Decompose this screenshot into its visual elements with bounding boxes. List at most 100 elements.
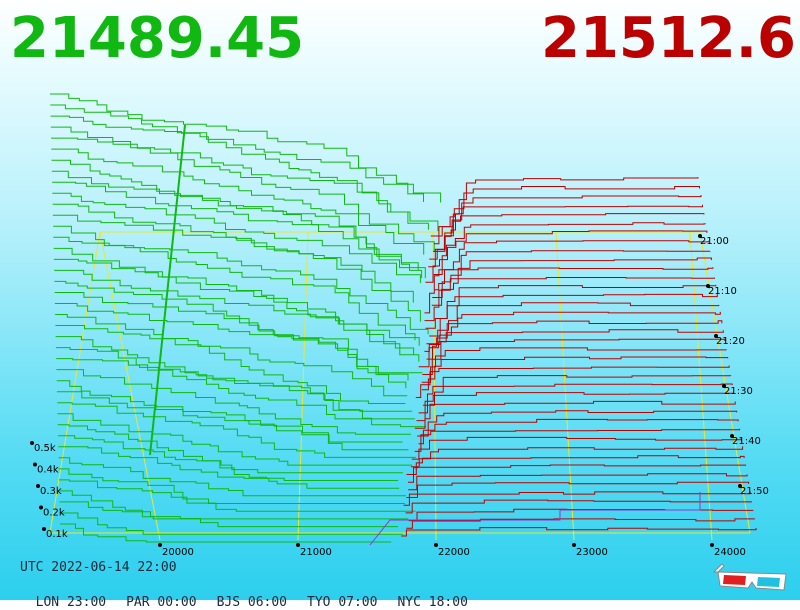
ask-depth-line: [423, 375, 732, 406]
ask-depth-line: [434, 240, 709, 291]
bid-depth-line: [56, 369, 411, 435]
ask-depth-lines: [369, 177, 757, 546]
bid-depth-line: [55, 314, 408, 397]
bid-depth-line: [50, 104, 442, 203]
ask-depth-line: [422, 338, 726, 375]
bid-price: 21489.45: [10, 6, 305, 71]
bid-depth-line: [50, 126, 429, 230]
volume-tick-dot: [36, 484, 40, 488]
bid-depth-line: [53, 236, 416, 341]
volume-tick-label: 0.3k: [40, 486, 62, 497]
price-tick-dot: [296, 543, 300, 547]
ask-depth-line: [432, 250, 711, 298]
bid-depth-line: [57, 402, 416, 458]
volume-tick-label: 0.2k: [43, 508, 65, 519]
bid-depth-line: [57, 435, 399, 481]
ask-price: 21512.6: [540, 6, 796, 71]
ask-depth-line: [416, 392, 735, 422]
volume-tick-dot: [42, 527, 46, 531]
bid-depth-lines: [50, 93, 442, 543]
ask-depth-line: [431, 257, 712, 306]
bid-depth-line: [52, 214, 421, 322]
bid-depth-line: [54, 303, 407, 389]
ask-depth-line: [415, 365, 730, 398]
price-tick-label: 23000: [576, 547, 608, 558]
ask-depth-line: [417, 410, 738, 437]
price-tick-dot: [572, 543, 576, 547]
3d-glasses-icon[interactable]: [712, 558, 792, 594]
bid-depth-line: [53, 225, 429, 335]
ask-depth-line: [418, 329, 724, 368]
bid-depth-line: [50, 115, 439, 231]
price-tick-label: 22000: [438, 547, 470, 558]
time-tick-dot: [722, 384, 726, 388]
bid-depth-line: [53, 258, 415, 355]
bid-depth-line: [54, 292, 409, 381]
ask-depth-line: [429, 293, 718, 337]
axis-labels: 20000 21000 22000 23000 24000 21:00 21:10 21:20…: [30, 234, 769, 558]
bid-depth-line: [52, 181, 426, 279]
time-tick-dot: [698, 234, 702, 238]
bid-depth-line: [59, 479, 416, 512]
bid-depth-line: [54, 269, 420, 362]
time-tick-dot: [714, 334, 718, 338]
ask-depth-line: [406, 518, 755, 529]
ask-depth-line: [426, 320, 723, 360]
ask-depth-line: [408, 464, 747, 483]
time-tick-label: 21:50: [740, 486, 769, 497]
volume-tick-label: 0.1k: [46, 529, 68, 540]
baseline-line: [369, 492, 701, 546]
ask-depth-line: [433, 186, 700, 245]
bid-wall-line: [149, 124, 186, 456]
ask-depth-line: [433, 222, 706, 275]
ask-depth-line: [408, 473, 748, 491]
bid-depth-line: [50, 93, 424, 202]
price-tick-label: 24000: [714, 547, 746, 558]
bid-depth-line: [56, 391, 409, 451]
ask-depth-line: [405, 499, 752, 514]
bid-depth-line: [59, 501, 399, 528]
time-tick-dot: [730, 434, 734, 438]
ask-depth-line: [403, 491, 751, 506]
ask-depth-line: [408, 508, 754, 522]
ask-depth-line: [425, 230, 708, 283]
ask-depth-line: [401, 527, 757, 537]
bid-depth-line: [56, 380, 403, 443]
ask-depth-line: [421, 356, 729, 391]
timezone-clocks: LON 23:00 PAR 00:00 BJS 06:00 TYO 07:00 NYC …: [20, 580, 488, 610]
volume-tick-label: 0.4k: [37, 465, 59, 476]
ask-depth-line: [426, 302, 720, 345]
ask-depth-line: [418, 383, 733, 414]
time-tick-dot: [738, 484, 742, 488]
clock-tyo: TYO 07:00: [307, 595, 378, 610]
bid-depth-line: [53, 247, 420, 346]
bid-depth-line: [56, 358, 427, 428]
ask-depth-line: [433, 195, 702, 252]
volume-tick-dot: [39, 505, 43, 510]
bid-depth-line: [59, 490, 409, 520]
bid-depth-line: [51, 137, 435, 252]
volume-tick-dot: [33, 462, 37, 467]
time-tick-label: 21:10: [708, 286, 737, 297]
price-tick-dot: [710, 543, 714, 547]
bid-depth-line: [54, 280, 423, 374]
bid-depth-line: [55, 347, 415, 420]
volume-tick-dot: [30, 441, 34, 445]
time-tick-label: 21:00: [700, 236, 729, 247]
bid-depth-line: [51, 170, 423, 279]
time-tick-label: 21:20: [716, 336, 745, 347]
time-tick-label: 21:40: [732, 436, 761, 447]
time-tick-dot: [706, 284, 710, 288]
ask-depth-line: [411, 436, 742, 460]
bid-depth-line: [57, 424, 403, 474]
ask-depth-line: [424, 277, 715, 322]
volume-tick-label: 0.5k: [34, 443, 56, 454]
bid-depth-line: [55, 336, 413, 412]
ask-depth-line: [425, 284, 717, 329]
clock-bjs: BJS 06:00: [216, 595, 288, 610]
ask-depth-line: [410, 446, 744, 468]
clock-nyc: NYC 18:00: [397, 595, 468, 610]
bid-depth-line: [58, 457, 406, 497]
bid-depth-line: [52, 192, 421, 284]
ask-depth-line: [418, 418, 739, 445]
